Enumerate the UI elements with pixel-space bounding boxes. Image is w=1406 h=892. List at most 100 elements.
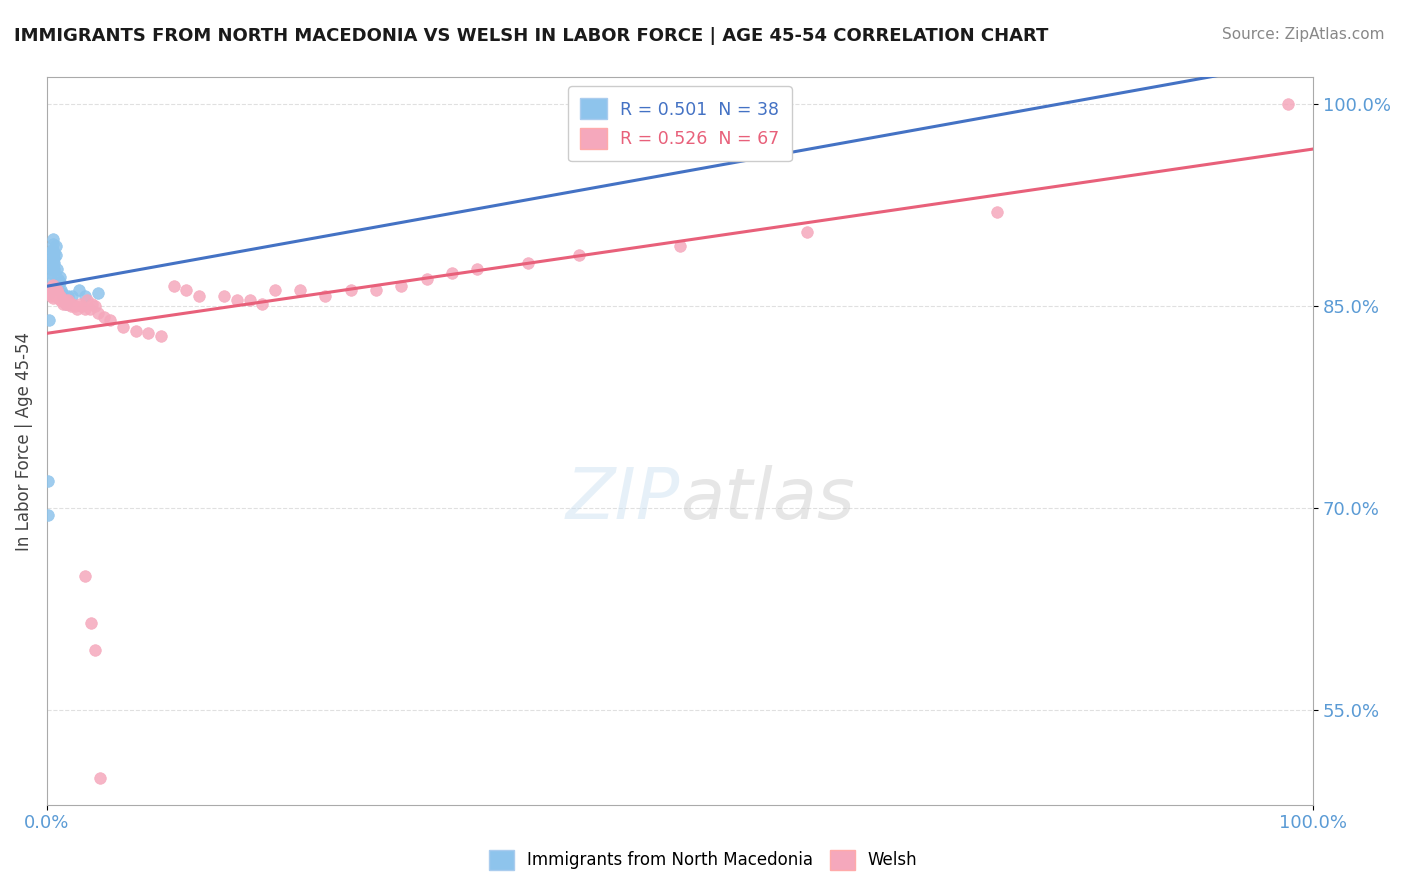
Point [45, 283, 67, 297]
Point [67, 283, 90, 297]
Point [38, 285, 60, 300]
Point [38, 313, 60, 327]
Point [187, 288, 209, 302]
Point [796, 225, 818, 239]
Point [55, 296, 77, 310]
Point [42, 245, 65, 260]
Text: atlas: atlas [681, 465, 855, 533]
Point [568, 248, 591, 262]
Point [42, 277, 65, 292]
Point [58, 293, 80, 307]
Point [84, 642, 107, 657]
Point [44, 280, 66, 294]
Point [46, 283, 69, 297]
Point [162, 279, 184, 293]
Point [51, 293, 73, 308]
Point [441, 266, 464, 280]
Point [45, 239, 67, 253]
Point [73, 302, 96, 317]
Point [38, 283, 60, 297]
Point [44, 251, 66, 265]
Point [288, 283, 311, 297]
Point [63, 299, 86, 313]
Point [39, 266, 62, 280]
Point [52, 288, 75, 302]
Point [263, 283, 285, 297]
Point [59, 296, 82, 310]
Point [44, 256, 66, 270]
Point [46, 288, 69, 302]
Point [416, 272, 439, 286]
Point [49, 291, 72, 305]
Point [42, 237, 65, 252]
Point [60, 288, 83, 302]
Point [98, 313, 121, 327]
Point [41, 285, 63, 300]
Point [42, 243, 65, 257]
Point [45, 288, 67, 302]
Point [340, 283, 363, 297]
Point [41, 243, 63, 257]
Point [48, 275, 70, 289]
Point [44, 245, 66, 260]
Point [73, 568, 96, 582]
Point [39, 288, 62, 302]
Point [124, 324, 146, 338]
Point [41, 256, 63, 270]
Point [39, 252, 62, 267]
Point [517, 256, 540, 270]
Point [174, 283, 197, 297]
Point [669, 239, 692, 253]
Point [73, 288, 96, 302]
Legend: R = 0.501  N = 38, R = 0.526  N = 67: R = 0.501 N = 38, R = 0.526 N = 67 [568, 87, 792, 161]
Point [39, 280, 62, 294]
Y-axis label: In Labor Force | Age 45-54: In Labor Force | Age 45-54 [15, 332, 32, 550]
Point [41, 261, 63, 276]
Text: Source: ZipAtlas.com: Source: ZipAtlas.com [1222, 27, 1385, 42]
Point [72, 299, 94, 313]
Point [82, 296, 104, 310]
Point [60, 296, 83, 310]
Point [41, 248, 63, 262]
Point [39, 259, 62, 273]
Point [366, 283, 388, 297]
Point [48, 269, 70, 284]
Point [44, 285, 66, 300]
Point [79, 302, 101, 317]
Point [56, 296, 79, 310]
Point [1277, 97, 1299, 112]
Point [49, 283, 72, 297]
Text: IMMIGRANTS FROM NORTH MACEDONIA VS WELSH IN LABOR FORCE | AGE 45-54 CORRELATION : IMMIGRANTS FROM NORTH MACEDONIA VS WELSH… [14, 27, 1049, 45]
Point [41, 279, 63, 293]
Point [250, 296, 273, 310]
Point [467, 261, 489, 276]
Point [80, 615, 103, 630]
Point [149, 329, 172, 343]
Point [44, 261, 66, 276]
Point [212, 288, 235, 302]
Point [225, 293, 247, 307]
Point [46, 272, 69, 286]
Point [136, 326, 159, 341]
Point [55, 296, 77, 310]
Legend: Immigrants from North Macedonia, Welsh: Immigrants from North Macedonia, Welsh [482, 843, 924, 877]
Point [52, 296, 75, 310]
Point [46, 291, 69, 305]
Point [86, 285, 108, 300]
Point [42, 232, 65, 246]
Point [46, 261, 69, 276]
Point [315, 288, 337, 302]
Point [42, 291, 65, 305]
Point [37, 285, 59, 300]
Point [238, 293, 260, 307]
Point [42, 256, 65, 270]
Point [59, 299, 82, 313]
Point [69, 296, 91, 310]
Point [986, 205, 1008, 219]
Point [39, 272, 62, 286]
Point [45, 248, 67, 262]
Point [37, 508, 59, 522]
Point [42, 261, 65, 276]
Point [58, 288, 80, 302]
Point [42, 283, 65, 297]
